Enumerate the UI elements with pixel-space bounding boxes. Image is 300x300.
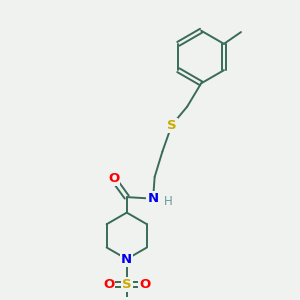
Text: H: H xyxy=(164,195,172,208)
Text: O: O xyxy=(108,172,119,185)
Text: S: S xyxy=(122,278,132,291)
Text: O: O xyxy=(103,278,114,291)
Text: N: N xyxy=(121,253,132,266)
Text: N: N xyxy=(148,192,159,205)
Text: S: S xyxy=(167,119,176,132)
Text: O: O xyxy=(139,278,150,291)
